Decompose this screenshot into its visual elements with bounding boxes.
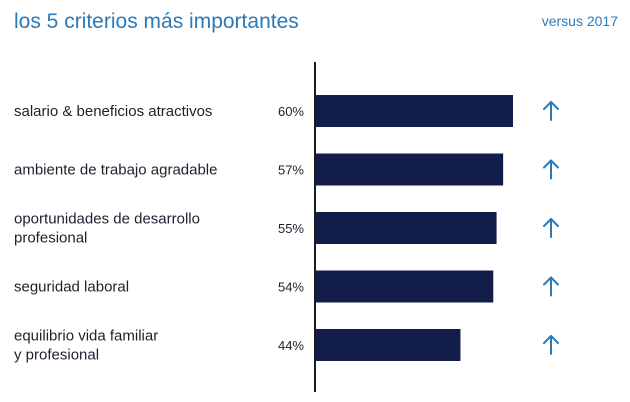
category-label: ambiente de trabajo agradable xyxy=(14,162,217,179)
value-label: 54% xyxy=(278,280,304,295)
value-label: 60% xyxy=(278,104,304,119)
value-label: 55% xyxy=(278,221,304,236)
arrow-up-icon xyxy=(543,335,559,355)
chart-title: los 5 criterios más importantes xyxy=(14,10,299,33)
bar xyxy=(316,153,504,186)
comparison-label: versus 2017 xyxy=(541,13,618,29)
bar xyxy=(316,270,494,303)
bar xyxy=(316,329,461,361)
bar xyxy=(316,95,513,127)
category-label: seguridad laboral xyxy=(14,279,129,296)
arrow-up-icon xyxy=(543,218,559,238)
arrow-up-icon xyxy=(543,276,559,297)
value-label: 57% xyxy=(278,163,304,178)
arrow-up-icon xyxy=(543,101,559,121)
value-label: 44% xyxy=(278,338,304,353)
category-label: oportunidades de desarrollo profesional xyxy=(14,211,200,247)
bar xyxy=(316,212,497,244)
category-label: equilibrio vida familiar y profesional xyxy=(14,328,158,364)
arrow-up-icon xyxy=(543,159,559,180)
category-label: salario & beneficios atractivos xyxy=(14,103,212,120)
